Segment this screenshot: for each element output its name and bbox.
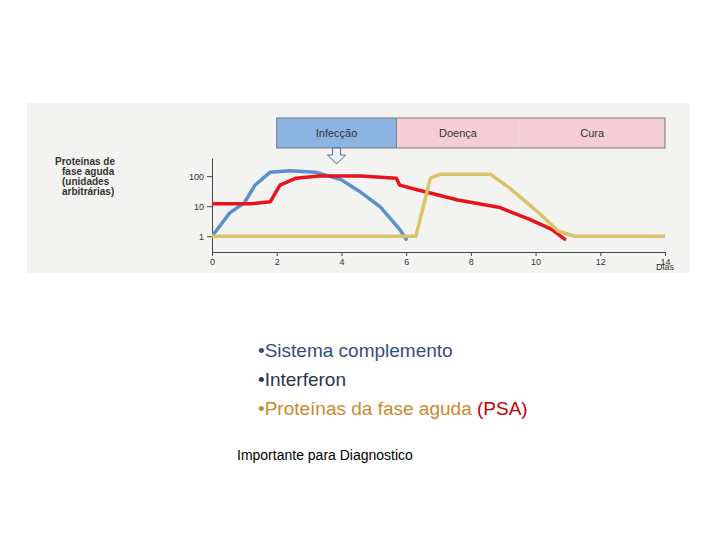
x-tick-label: 12 [596,257,606,267]
bullet: •Interferon [258,369,346,390]
phases: Infecção Doença Cura [277,118,665,164]
x-tick-mark [406,252,407,256]
x-axis-line [213,252,666,253]
plot-area [212,171,665,239]
x-tick-label: 0 [210,257,215,267]
x-tick-mark [600,252,601,256]
x-tick-label: 10 [531,257,541,267]
x-tick-label: 2 [275,257,280,267]
x-tick: 10 [531,252,541,267]
y-tick: 100 [189,171,212,181]
slide: InfecçãoDoençaCura02468101214110100Prote… [0,0,720,540]
bullet: •Proteínas da fase aguda (PSA) [258,398,528,419]
y-tick-mark [207,236,212,237]
bullet-text: (PSA) [477,398,528,419]
phase-box [396,118,519,148]
y-tick-mark [207,176,212,177]
phase-label: Infecção [316,127,358,139]
series-line [212,176,565,239]
y-axis-title: Proteínas defase aguda(unidadesarbitrári… [55,156,115,197]
x-tick: 2 [275,252,280,267]
x-axis-title: Dias [656,262,675,272]
bullet-text: •Interferon [258,369,346,390]
phase-divider [396,118,397,148]
x-tick-mark [471,252,472,256]
x-tick-mark [665,252,666,256]
series-line [212,174,665,236]
x-tick-label: 4 [339,257,344,267]
x-tick-label: 8 [469,257,474,267]
x-tick: 6 [404,252,409,267]
y-tick-label: 10 [194,202,204,212]
y-tick-mark [207,206,212,207]
x-tick-mark [536,252,537,256]
chart-backdrop [27,103,690,273]
x-tick-mark [277,252,278,256]
y-tick: 1 [199,232,212,242]
bullet: •Sistema complemento [258,340,453,361]
x-tick-label: 6 [404,257,409,267]
phase-box [277,118,397,148]
x-axis: 02468101214 [210,252,671,267]
y-axis-title-line: arbitrárias) [62,186,114,197]
phase-frame [277,118,665,148]
x-tick: 4 [339,252,344,267]
bullet-list: •Sistema complemento •Interferon •Proteína… [258,340,528,419]
arrow [328,148,346,164]
x-tick-mark [212,252,213,256]
footer-note: Importante para Diagnostico [237,447,413,463]
y-tick-label: 100 [189,171,204,181]
phase-box [519,118,665,148]
y-tick: 10 [194,202,212,212]
x-tick: 12 [596,252,606,267]
y-axis: 1 10 100 [189,159,213,253]
phase-label: Doença [439,127,478,139]
x-tick: 0 [210,252,215,267]
x-tick: 8 [469,252,474,267]
bullet-text: •Sistema complemento [258,340,453,361]
y-tick-label: 1 [199,232,204,242]
x-tick-mark [341,252,342,256]
phase-label: Cura [580,127,605,139]
bullet-text: •Proteínas da fase aguda [258,398,477,419]
